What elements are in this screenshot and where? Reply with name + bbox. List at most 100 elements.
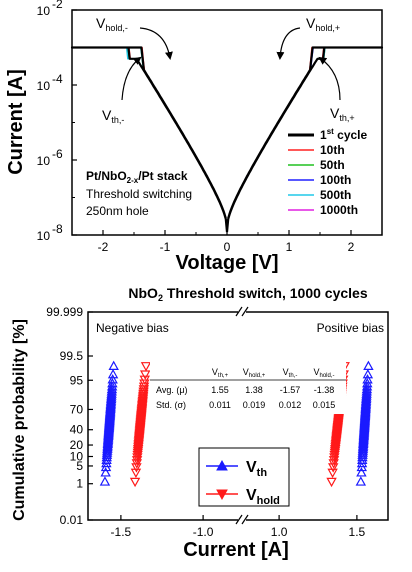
stats-col-header: Vhold,+ [243, 367, 266, 379]
prob-x-tick-label: 1.0 [271, 525, 288, 539]
prob-data-point [363, 360, 374, 371]
th-neg-arrow [121, 56, 142, 101]
prob-y-tick-label: 20 [70, 438, 84, 452]
iv-y-ticks: 10-810-610-410-2 [37, 0, 77, 243]
prob-data-point [101, 454, 112, 464]
positive-bias-label: Positive bias [317, 321, 384, 335]
prob-data-point [108, 360, 119, 371]
stats-cell: 0.011 [209, 400, 231, 410]
prob-legend-box [198, 447, 290, 507]
v-hold-neg-label: Vhold,- [96, 15, 128, 33]
prob-legend: Vth Vhold [198, 447, 290, 507]
iv-x-tick-label: 2 [348, 240, 355, 254]
stats-row-label: Avg. (μ) [156, 385, 188, 395]
iv-x-tick-label: 0 [224, 240, 231, 254]
prob-data-point [357, 441, 369, 452]
prob-y-tick-label: 95 [70, 373, 84, 387]
iv-y-axis-title: Current [A] [5, 69, 27, 175]
prob-data-point [355, 476, 367, 486]
iv-y-tick-exponent: -8 [52, 222, 63, 236]
stats-cell: 0.019 [243, 400, 266, 410]
prob-data-point [140, 370, 151, 380]
hold-neg-arrow [139, 27, 173, 60]
prob-data-point [361, 386, 372, 396]
prob-x-tick-label: 1.5 [349, 525, 366, 539]
prob-data-point [106, 386, 117, 396]
prob-data-point [362, 368, 374, 379]
prob-data-point [139, 375, 150, 385]
iv-y-tick-label: 10 [37, 79, 51, 93]
stats-cell: -1.38 [314, 385, 335, 395]
prob-data-point [107, 368, 119, 379]
iv-legend-label: 100th [320, 173, 351, 187]
v-hold-pos-label: Vhold,+ [306, 15, 340, 33]
negative-bias-label: Negative bias [96, 321, 169, 335]
prob-data-point [360, 398, 372, 408]
iv-legend-label: 1st cycle [320, 127, 368, 142]
axis-break-bottom [238, 514, 246, 526]
prob-data-point [361, 383, 373, 394]
prob-y-tick-label: 5 [76, 459, 83, 473]
prob-data-point [106, 381, 118, 391]
iv-x-tick-label: 1 [286, 240, 293, 254]
iv-x-tick-label: -2 [98, 240, 109, 254]
th-pos-arrow [318, 56, 341, 101]
stats-cell: 0.012 [279, 400, 302, 410]
prob-x-axis-title: Current [A] [183, 539, 289, 561]
axis-break-bottom-mark-2 [241, 514, 249, 525]
prob-data-point [357, 451, 368, 462]
probability-chart: NbO2 Threshold switch, 1000 cycles -1.5-… [11, 285, 389, 561]
prob-data-point [101, 451, 113, 462]
prob-y-tick-label: 0.01 [60, 513, 84, 527]
iv-y-tick-exponent: -2 [52, 0, 63, 11]
prob-data-point [326, 477, 337, 488]
prob-data-point [362, 374, 373, 384]
prob-data-point [130, 468, 142, 479]
prob-y-tick-label: 10 [70, 449, 84, 463]
prob-data-point [360, 396, 372, 407]
iv-legend-label: 500th [320, 188, 351, 202]
v-th-neg-label: Vth,- [102, 107, 124, 125]
prob-legend-label: Vth [246, 459, 267, 479]
v-th-pos-label: Vth,+ [330, 105, 355, 123]
prob-data-point [102, 440, 113, 450]
iv-y-tick-label: 10 [37, 229, 51, 243]
iv-legend-label: 10th [320, 143, 345, 157]
stats-table: Vth,+ Vhold,+ Vth,- Vhold,- Avg. (μ) 1.55 1.38… [150, 362, 346, 414]
axis-break-top [238, 306, 246, 318]
hold-pos-arrow [276, 27, 301, 60]
prob-data-point [138, 387, 149, 398]
stats-col-header: Vth,- [283, 367, 298, 379]
prob-data-point [356, 467, 367, 477]
prob-chart-title: NbO2 Threshold switch, 1000 cycles [128, 285, 367, 303]
iv-y-tick-exponent: -6 [52, 147, 63, 161]
iv-chart: -2 -1 0 1 2 10-810-610-410-2 Voltage [V] Cur… [5, 0, 384, 274]
prob-x-ticks: -1.5 -1.0 1.0 1.5 [111, 515, 366, 539]
prob-y-tick-label: 40 [70, 423, 84, 437]
stats-col-header: Vhold,- [313, 367, 334, 379]
prob-y-tick-label: 99.999 [46, 305, 83, 319]
iv-y-tick-label: 10 [37, 4, 51, 18]
prob-x-tick-label: -1.0 [193, 525, 214, 539]
axis-break-top-mark-2 [241, 306, 249, 317]
stats-row-label: Std. (σ) [156, 400, 186, 410]
iv-x-tick-label: -1 [160, 240, 171, 254]
stats-col-header: Vth,+ [212, 367, 229, 379]
iv-x-axis-title: Voltage [V] [176, 252, 279, 274]
prob-data-point [106, 383, 118, 394]
prob-data-point [357, 440, 369, 450]
prob-data-point [102, 441, 113, 452]
prob-data-point [107, 374, 118, 384]
prob-data-point [106, 388, 117, 398]
axis-break-top-mark-1 [235, 306, 243, 317]
prob-legend-marker [216, 489, 228, 501]
prob-data-point [100, 467, 111, 477]
iv-sample-line-3: 250nm hole [86, 204, 149, 218]
stats-table-bg [150, 362, 346, 414]
prob-data-point [105, 398, 117, 408]
prob-legend-marker [216, 459, 228, 471]
prob-data-point [361, 388, 372, 398]
